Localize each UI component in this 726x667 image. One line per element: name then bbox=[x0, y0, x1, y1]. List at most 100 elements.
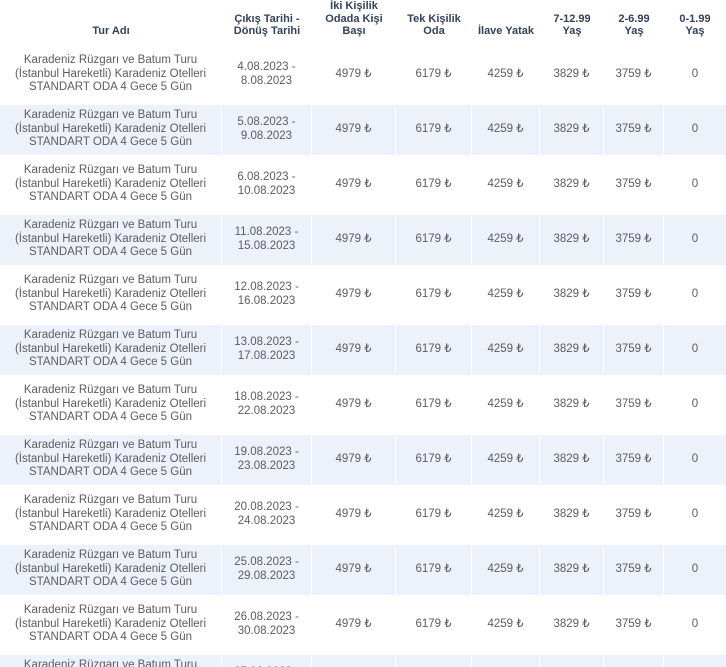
date-range-cell: 18.08.2023 - 22.08.2023 bbox=[222, 379, 312, 430]
price-age-0-1-cell: 0 bbox=[664, 434, 726, 485]
price-age-7-12-cell: 3829 ₺ bbox=[540, 324, 604, 375]
price-extra-bed-cell: 4259 ₺ bbox=[472, 49, 540, 100]
tour-name-text: Karadeniz Rüzgarı ve Batum Turu (İstanbu… bbox=[14, 549, 207, 589]
column-header-extra-bed: İlave Yatak bbox=[472, 0, 540, 45]
price-age-7-12-cell: 3829 ₺ bbox=[540, 269, 604, 320]
price-double-room-cell: 4979 ₺ bbox=[312, 434, 396, 485]
price-age-2-6-cell: 3759 ₺ bbox=[604, 379, 664, 430]
table-row: Karadeniz Rüzgarı ve Batum Turu (İstanbu… bbox=[0, 489, 726, 540]
table-row: Karadeniz Rüzgarı ve Batum Turu (İstanbu… bbox=[0, 544, 726, 595]
column-header-age-7-12: 7-12.99 Yaş bbox=[540, 0, 604, 45]
tour-name-text: Karadeniz Rüzgarı ve Batum Turu (İstanbu… bbox=[14, 219, 207, 259]
tour-name-text: Karadeniz Rüzgarı ve Batum Turu (İstanbu… bbox=[14, 494, 207, 534]
tour-name-cell: Karadeniz Rüzgarı ve Batum Turu (İstanbu… bbox=[0, 104, 222, 155]
price-single-room-cell: 6179 ₺ bbox=[396, 269, 472, 320]
price-extra-bed-cell: 4259 ₺ bbox=[472, 159, 540, 210]
price-age-7-12-cell: 3829 ₺ bbox=[540, 434, 604, 485]
tour-name-cell: Karadeniz Rüzgarı ve Batum Turu (İstanbu… bbox=[0, 434, 222, 485]
tour-name-cell: Karadeniz Rüzgarı ve Batum Turu (İstanbu… bbox=[0, 324, 222, 375]
price-age-0-1-cell: 0 bbox=[664, 654, 726, 667]
table-row: Karadeniz Rüzgarı ve Batum Turu (İstanbu… bbox=[0, 324, 726, 375]
tour-name-cell: Karadeniz Rüzgarı ve Batum Turu (İstanbu… bbox=[0, 489, 222, 540]
date-range-cell: 4.08.2023 - 8.08.2023 bbox=[222, 49, 312, 100]
price-age-2-6-cell: 3759 ₺ bbox=[604, 489, 664, 540]
price-age-7-12-cell: 3829 ₺ bbox=[540, 159, 604, 210]
price-single-room-cell: 6179 ₺ bbox=[396, 379, 472, 430]
column-header-per-person-double-room: İki Kişilik Odada Kişi Başı bbox=[312, 0, 396, 45]
price-double-room-cell: 4979 ₺ bbox=[312, 214, 396, 265]
price-extra-bed-cell: 4259 ₺ bbox=[472, 434, 540, 485]
column-header-single-room: Tek Kişilik Oda bbox=[396, 0, 472, 45]
price-age-0-1-cell: 0 bbox=[664, 599, 726, 650]
price-age-7-12-cell: 3829 ₺ bbox=[540, 544, 604, 595]
table-row: Karadeniz Rüzgarı ve Batum Turu (İstanbu… bbox=[0, 599, 726, 650]
column-header-age-0-1: 0-1.99 Yaş bbox=[664, 0, 726, 45]
price-age-2-6-cell: 3759 ₺ bbox=[604, 214, 664, 265]
price-age-0-1-cell: 0 bbox=[664, 489, 726, 540]
price-single-room-cell: 6179 ₺ bbox=[396, 214, 472, 265]
date-range-cell: 27.08.2023 - 31.08.2023 bbox=[222, 654, 312, 667]
price-single-room-cell: 6179 ₺ bbox=[396, 599, 472, 650]
tour-name-cell: Karadeniz Rüzgarı ve Batum Turu (İstanbu… bbox=[0, 654, 222, 667]
table-row: Karadeniz Rüzgarı ve Batum Turu (İstanbu… bbox=[0, 159, 726, 210]
price-double-room-cell: 4979 ₺ bbox=[312, 269, 396, 320]
column-header-tour-name: Tur Adı bbox=[0, 0, 222, 45]
tour-name-cell: Karadeniz Rüzgarı ve Batum Turu (İstanbu… bbox=[0, 49, 222, 100]
price-age-2-6-cell: 3759 ₺ bbox=[604, 599, 664, 650]
price-age-0-1-cell: 0 bbox=[664, 104, 726, 155]
tour-name-text: Karadeniz Rüzgarı ve Batum Turu (İstanbu… bbox=[23, 659, 198, 667]
price-age-2-6-cell: 3759 ₺ bbox=[604, 269, 664, 320]
price-double-room-cell: 4979 ₺ bbox=[312, 49, 396, 100]
price-extra-bed-cell: 4259 ₺ bbox=[472, 599, 540, 650]
price-double-room-cell: 4979 ₺ bbox=[312, 104, 396, 155]
date-range-cell: 5.08.2023 - 9.08.2023 bbox=[222, 104, 312, 155]
price-extra-bed-cell: 4259 ₺ bbox=[472, 104, 540, 155]
table-header-row: Tur Adı Çıkış Tarihi - Dönüş Tarihi İki … bbox=[0, 0, 726, 45]
date-range-cell: 6.08.2023 - 10.08.2023 bbox=[222, 159, 312, 210]
price-single-room-cell: 6179 ₺ bbox=[396, 489, 472, 540]
price-double-room-cell: 4979 ₺ bbox=[312, 379, 396, 430]
price-age-7-12-cell: 3829 ₺ bbox=[540, 104, 604, 155]
price-double-room-cell: 4979 ₺ bbox=[312, 324, 396, 375]
price-age-0-1-cell: 0 bbox=[664, 49, 726, 100]
price-age-2-6-cell: 3759 ₺ bbox=[604, 544, 664, 595]
price-age-7-12-cell: 3829 ₺ bbox=[540, 654, 604, 667]
tour-name-text: Karadeniz Rüzgarı ve Batum Turu (İstanbu… bbox=[14, 329, 207, 369]
tour-name-cell: Karadeniz Rüzgarı ve Batum Turu (İstanbu… bbox=[0, 379, 222, 430]
price-double-room-cell: 4979 ₺ bbox=[312, 159, 396, 210]
price-single-room-cell: 6179 ₺ bbox=[396, 654, 472, 667]
price-age-0-1-cell: 0 bbox=[664, 544, 726, 595]
price-single-room-cell: 6179 ₺ bbox=[396, 324, 472, 375]
price-double-room-cell: 4979 ₺ bbox=[312, 544, 396, 595]
tour-name-cell: Karadeniz Rüzgarı ve Batum Turu (İstanbu… bbox=[0, 269, 222, 320]
table-row: Karadeniz Rüzgarı ve Batum Turu (İstanbu… bbox=[0, 49, 726, 100]
column-header-age-2-6: 2-6.99 Yaş bbox=[604, 0, 664, 45]
tour-name-text: Karadeniz Rüzgarı ve Batum Turu (İstanbu… bbox=[14, 604, 207, 644]
tour-name-cell: Karadeniz Rüzgarı ve Batum Turu (İstanbu… bbox=[0, 544, 222, 595]
table-row: Karadeniz Rüzgarı ve Batum Turu (İstanbu… bbox=[0, 434, 726, 485]
tour-name-text: Karadeniz Rüzgarı ve Batum Turu (İstanbu… bbox=[14, 384, 207, 424]
price-age-7-12-cell: 3829 ₺ bbox=[540, 489, 604, 540]
tour-name-text: Karadeniz Rüzgarı ve Batum Turu (İstanbu… bbox=[14, 164, 207, 204]
tour-name-text: Karadeniz Rüzgarı ve Batum Turu (İstanbu… bbox=[14, 274, 207, 314]
price-age-0-1-cell: 0 bbox=[664, 214, 726, 265]
tour-name-text: Karadeniz Rüzgarı ve Batum Turu (İstanbu… bbox=[14, 439, 207, 479]
price-single-room-cell: 6179 ₺ bbox=[396, 434, 472, 485]
table-row: Karadeniz Rüzgarı ve Batum Turu (İstanbu… bbox=[0, 654, 726, 667]
tour-name-text: Karadeniz Rüzgarı ve Batum Turu (İstanbu… bbox=[14, 54, 207, 94]
date-range-cell: 11.08.2023 - 15.08.2023 bbox=[222, 214, 312, 265]
date-range-cell: 19.08.2023 - 23.08.2023 bbox=[222, 434, 312, 485]
price-extra-bed-cell: 4259 ₺ bbox=[472, 654, 540, 667]
price-age-0-1-cell: 0 bbox=[664, 269, 726, 320]
price-single-room-cell: 6179 ₺ bbox=[396, 49, 472, 100]
price-age-0-1-cell: 0 bbox=[664, 324, 726, 375]
table-row: Karadeniz Rüzgarı ve Batum Turu (İstanbu… bbox=[0, 379, 726, 430]
date-range-cell: 26.08.2023 - 30.08.2023 bbox=[222, 599, 312, 650]
price-age-2-6-cell: 3759 ₺ bbox=[604, 654, 664, 667]
date-range-cell: 13.08.2023 - 17.08.2023 bbox=[222, 324, 312, 375]
price-age-7-12-cell: 3829 ₺ bbox=[540, 379, 604, 430]
price-age-0-1-cell: 0 bbox=[664, 379, 726, 430]
table-row: Karadeniz Rüzgarı ve Batum Turu (İstanbu… bbox=[0, 269, 726, 320]
